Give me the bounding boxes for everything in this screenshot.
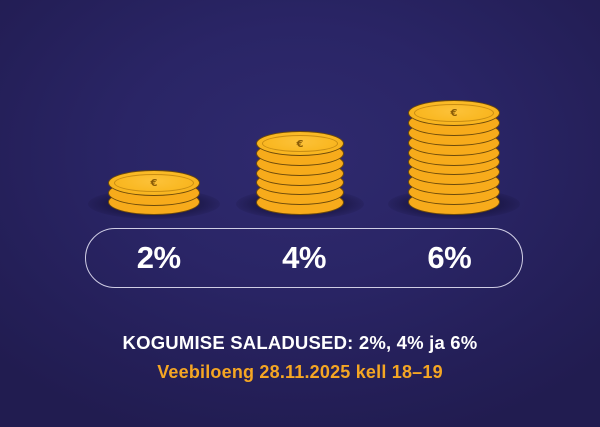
- coin-stack-medium: €: [236, 115, 364, 219]
- euro-symbol-icon: €: [150, 178, 158, 189]
- coin-inner-ring: [114, 174, 194, 192]
- percent-value-6: 6%: [427, 240, 472, 275]
- coin-stack-small: €: [88, 125, 220, 219]
- coin-stacks-group: € € €: [88, 95, 520, 219]
- percent-value-2: 2%: [136, 240, 181, 275]
- coin-top-face: €: [256, 131, 344, 157]
- coin-top-face: €: [408, 99, 500, 126]
- coin-top-face: €: [108, 170, 200, 196]
- coin-stack-large: €: [388, 95, 520, 219]
- coin-inner-ring: [414, 103, 494, 122]
- percentage-pill: 2% 4% 6%: [85, 228, 523, 288]
- subline-text: Veebiloeng 28.11.2025 kell 18–19: [157, 362, 443, 383]
- headline-text: KOGUMISE SALADUSED: 2%, 4% ja 6%: [122, 332, 478, 353]
- coin-column: €: [108, 125, 200, 215]
- euro-symbol-icon: €: [296, 138, 304, 150]
- euro-symbol-icon: €: [450, 107, 458, 119]
- coin-inner-ring: [262, 135, 338, 153]
- percent-value-4: 4%: [282, 240, 326, 275]
- caption-block: KOGUMISE SALADUSED: 2%, 4% ja 6% Veebilo…: [0, 331, 600, 384]
- coin-column: €: [256, 115, 344, 215]
- coin-column: €: [408, 95, 500, 215]
